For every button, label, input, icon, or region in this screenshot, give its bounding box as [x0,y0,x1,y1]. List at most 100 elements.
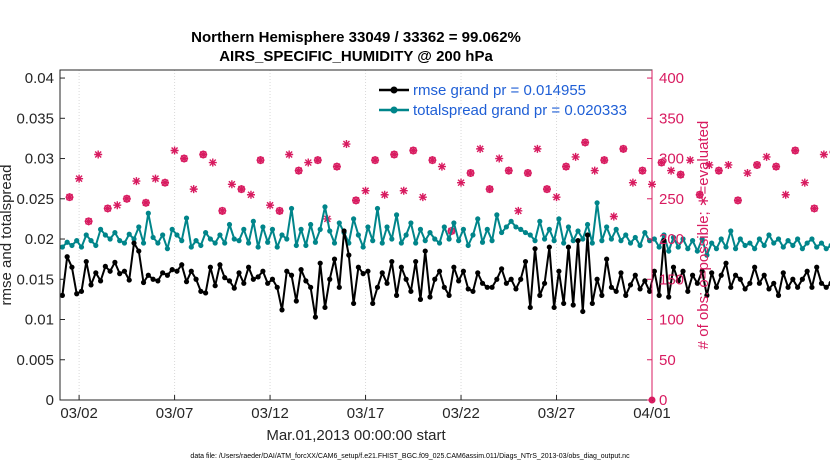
obs-evaluated-point [542,185,551,194]
rmse-point [527,304,533,311]
totalspread-point [475,216,481,222]
y-tick-label: 0.01 [25,312,54,329]
rmse-point [346,252,352,258]
rmse-point [379,270,385,276]
rmse-point [475,270,481,276]
rmse-point [508,276,514,282]
obs-evaluated-point [762,152,771,161]
rmse-point [389,258,395,265]
rmse-point [499,266,505,272]
totalspread-point [308,221,314,228]
totalspread-point [699,236,705,242]
obs-evaluated-point [791,146,800,155]
totalspread-point [107,236,113,242]
obs-evaluated-point [84,217,93,226]
rmse-point [747,280,753,286]
rmse-point [661,238,667,244]
obs-evaluated-point [189,185,198,194]
obs-evaluated-point [294,166,303,175]
totalspread-point [160,232,166,238]
rmse-point [689,272,696,278]
rmse-point [255,274,261,280]
totalspread-point [718,236,724,242]
chart-subtitle: AIRS_SPECIFIC_HUMIDITY @ 200 hPa [219,48,493,65]
totalspread-point [245,240,252,246]
totalspread-point [732,246,739,252]
totalspread-point [618,238,624,244]
totalspread-point [88,238,94,244]
totalspread-point [570,238,576,244]
y-tick-label-right: 150 [659,271,684,288]
rmse-point [532,246,538,252]
rmse-point [121,268,128,274]
rmse-point [809,284,815,290]
totalspread-point [265,239,271,245]
totalspread-point [451,220,457,226]
rmse-point [580,308,586,315]
y-tick-label-right: 0 [659,392,667,409]
totalspread-point [518,226,524,232]
totalspread-point [126,231,132,237]
rmse-point [374,284,381,290]
totalspread-point [303,242,309,249]
rmse-point [675,278,681,284]
obs-evaluated-point [141,198,150,207]
rmse-point [804,268,810,274]
totalspread-point [203,229,209,236]
obs-evaluated-point [714,166,723,175]
rmse-point [451,264,457,270]
rmse-point [393,292,400,298]
rmse-point [737,276,743,282]
rmse-point [656,292,662,298]
totalspread-point [522,229,529,236]
obs-evaluated-point [523,169,532,178]
rmse-point [207,264,213,270]
y-tick-label-right: 400 [659,70,684,87]
rmse-point [599,292,605,298]
legend: rmse grand pr = 0.014955 totalspread gra… [379,82,627,119]
obs-evaluated-point [161,178,170,187]
obs-evaluated-point [457,178,466,187]
rmse-point [74,291,80,297]
obs-evaluated-point [65,193,74,202]
totalspread-point [689,238,696,244]
totalspread-point [465,242,471,249]
rmse-point [647,288,653,294]
totalspread-point [742,242,748,249]
totalspread-point [661,232,667,238]
rmse-point [752,264,758,270]
totalspread-point [456,238,462,244]
rmse-point [97,278,104,284]
totalspread-point [236,238,242,244]
obs-evaluated-point [94,150,103,159]
obs-evaluated-point [371,156,380,165]
rmse-point [279,307,285,313]
totalspread-point [632,234,638,241]
totalspread-point [546,226,552,232]
totalspread-point [804,240,810,246]
totalspread-point [685,246,691,252]
y-tick-label-right: 350 [659,110,684,127]
rmse-point [795,284,801,290]
rmse-point [556,268,562,274]
rmse-point [269,276,276,282]
totalspread-point [575,228,581,234]
obs-evaluated-point [819,150,828,159]
totalspread-point [74,238,80,244]
totalspread-point [494,212,500,218]
totalspread-point [446,236,452,242]
rmse-point [561,300,567,307]
rmse-point [775,292,782,298]
totalspread-point [279,232,285,238]
rmse-point [403,276,409,282]
rmse-point [107,268,113,274]
rmse-point [441,284,447,290]
obs-evaluated-point [504,166,513,175]
totalspread-point [241,226,247,232]
totalspread-point [436,240,443,246]
rmse-point [155,278,161,284]
obs-evaluated-point [266,201,275,210]
rmse-point [584,232,591,238]
rmse-point [284,268,290,274]
obs-evaluated-point [552,193,561,202]
